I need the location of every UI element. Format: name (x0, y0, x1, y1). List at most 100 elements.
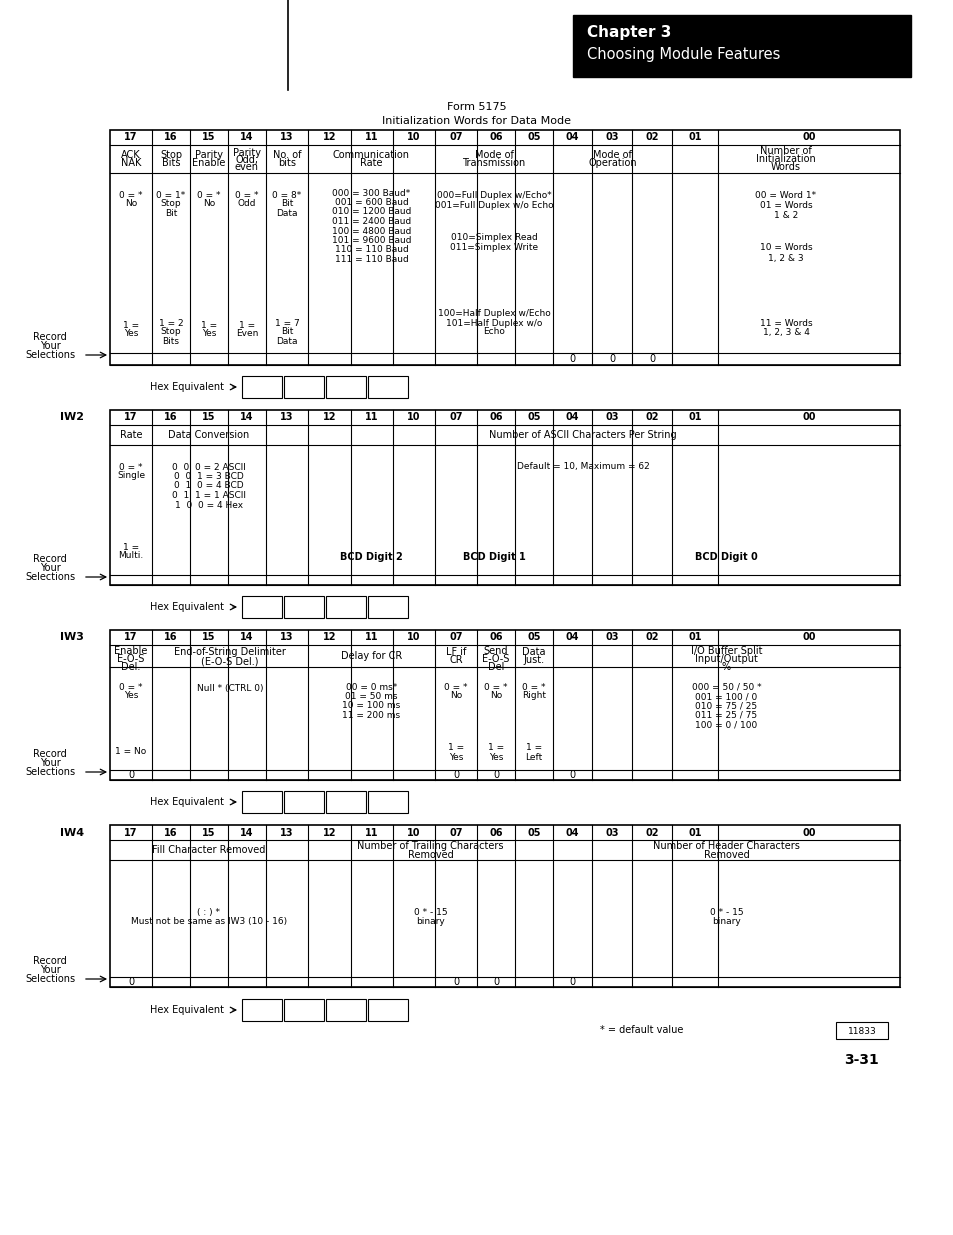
Bar (326, 790, 366, 813)
Text: 07: 07 (449, 132, 462, 142)
Text: 03: 03 (604, 412, 618, 422)
Text: %: % (721, 662, 730, 672)
Text: Send: Send (483, 646, 508, 656)
Text: Your: Your (40, 965, 60, 974)
Text: Must not be same as IW3 (10 - 16): Must not be same as IW3 (10 - 16) (131, 918, 287, 926)
Text: Words: Words (770, 162, 801, 172)
Bar (242, 597, 282, 618)
Text: Echo: Echo (482, 327, 504, 336)
Text: Data Conversion: Data Conversion (168, 430, 250, 440)
Text: End-of-String Delimiter: End-of-String Delimiter (173, 647, 286, 657)
Text: Number of ASCII Characters Per String: Number of ASCII Characters Per String (489, 430, 676, 440)
Text: 000 = 300 Baud*: 000 = 300 Baud* (332, 189, 410, 198)
Text: 0 = 1*: 0 = 1* (156, 190, 186, 200)
Text: 000=Full Duplex w/Echo*: 000=Full Duplex w/Echo* (436, 190, 551, 200)
Bar (368, 597, 408, 618)
Text: 1 =: 1 = (448, 743, 463, 752)
Text: Yes: Yes (488, 752, 502, 762)
Text: Delay for CR: Delay for CR (340, 651, 402, 661)
Text: 05: 05 (527, 132, 540, 142)
Text: 14: 14 (240, 412, 253, 422)
Text: 11: 11 (365, 827, 378, 837)
Text: Bits: Bits (162, 336, 179, 346)
Text: 101 = 9600 Baud: 101 = 9600 Baud (332, 236, 411, 245)
Text: 06: 06 (489, 412, 502, 422)
Text: 11 = 200 ms: 11 = 200 ms (342, 711, 400, 720)
Text: bits: bits (277, 158, 295, 168)
Text: Del: Del (487, 662, 503, 672)
Text: Form 5175: Form 5175 (447, 103, 506, 112)
Text: Null * (CTRL 0): Null * (CTRL 0) (196, 684, 263, 694)
Text: 0 = *: 0 = * (197, 190, 220, 200)
Text: I/O Buffer Split: I/O Buffer Split (690, 646, 761, 656)
Text: Stop: Stop (160, 327, 181, 336)
Text: 12: 12 (322, 412, 335, 422)
Text: Enable: Enable (193, 158, 226, 168)
Text: 1  0  0 = 4 Hex: 1 0 0 = 4 Hex (174, 500, 243, 510)
Text: 15: 15 (202, 132, 215, 142)
Text: 0: 0 (128, 977, 134, 987)
Text: 00: 00 (801, 412, 815, 422)
Text: 10: 10 (407, 632, 420, 642)
Text: 10: 10 (407, 132, 420, 142)
Text: 05: 05 (527, 412, 540, 422)
Text: 0  0  1 = 3 BCD: 0 0 1 = 3 BCD (174, 472, 244, 480)
Bar (284, 375, 324, 398)
Text: 10 = 100 ms: 10 = 100 ms (342, 701, 400, 710)
Text: 02: 02 (644, 632, 659, 642)
Text: even: even (234, 162, 258, 172)
Text: Communication: Communication (333, 149, 410, 161)
Text: 0: 0 (648, 354, 655, 364)
Text: Bit: Bit (280, 327, 293, 336)
Text: 10: 10 (407, 412, 420, 422)
Bar (835, 1023, 887, 1039)
Text: Record: Record (33, 332, 67, 342)
Text: 0: 0 (128, 769, 134, 781)
Text: Left: Left (525, 752, 542, 762)
Text: Removed: Removed (703, 850, 749, 860)
Text: 11: 11 (365, 412, 378, 422)
Text: 0: 0 (493, 977, 498, 987)
Text: 01: 01 (687, 632, 701, 642)
Text: Multi.: Multi. (118, 552, 144, 561)
Text: Bit: Bit (165, 209, 177, 217)
Text: 0 = *: 0 = * (119, 683, 143, 692)
Bar (284, 597, 324, 618)
Text: * = default value: * = default value (599, 1025, 682, 1035)
Text: 06: 06 (489, 132, 502, 142)
Text: Number of Trailing Characters: Number of Trailing Characters (356, 841, 503, 851)
Text: 11: 11 (365, 132, 378, 142)
Text: Selections: Selections (25, 350, 75, 359)
Text: 16: 16 (164, 632, 177, 642)
Text: 10 = Words: 10 = Words (759, 243, 811, 252)
Text: 101=Half Duplex w/o: 101=Half Duplex w/o (445, 319, 541, 327)
Text: 0: 0 (569, 769, 575, 781)
Text: binary: binary (416, 918, 444, 926)
Bar (242, 375, 282, 398)
Text: 0  0  0 = 2 ASCII: 0 0 0 = 2 ASCII (172, 462, 246, 472)
Text: Yes: Yes (124, 330, 138, 338)
Text: 13: 13 (280, 632, 294, 642)
Text: 1 =: 1 = (525, 743, 541, 752)
Bar (110, 130, 899, 366)
Text: Hex Equivalent: Hex Equivalent (150, 382, 224, 391)
Text: 14: 14 (240, 632, 253, 642)
Text: 0: 0 (569, 354, 575, 364)
Text: Even: Even (235, 330, 258, 338)
Text: Just.: Just. (523, 655, 544, 664)
Text: No. of: No. of (273, 149, 301, 161)
Text: 0  1  1 = 1 ASCII: 0 1 1 = 1 ASCII (172, 492, 246, 500)
Text: 1 & 2: 1 & 2 (773, 210, 798, 220)
Bar (110, 630, 899, 781)
Text: 1 =: 1 = (487, 743, 503, 752)
Text: 0: 0 (493, 769, 498, 781)
Text: Choosing Module Features: Choosing Module Features (586, 47, 780, 63)
Text: 0 = *: 0 = * (444, 683, 467, 692)
Text: 1 =: 1 = (201, 321, 217, 330)
Text: Hex Equivalent: Hex Equivalent (150, 797, 224, 806)
Text: IW2: IW2 (60, 412, 84, 422)
Text: 1 = No: 1 = No (115, 747, 147, 757)
Text: Fill Character Removed: Fill Character Removed (152, 845, 265, 855)
Text: Transmission: Transmission (462, 158, 525, 168)
Text: 14: 14 (240, 827, 253, 837)
